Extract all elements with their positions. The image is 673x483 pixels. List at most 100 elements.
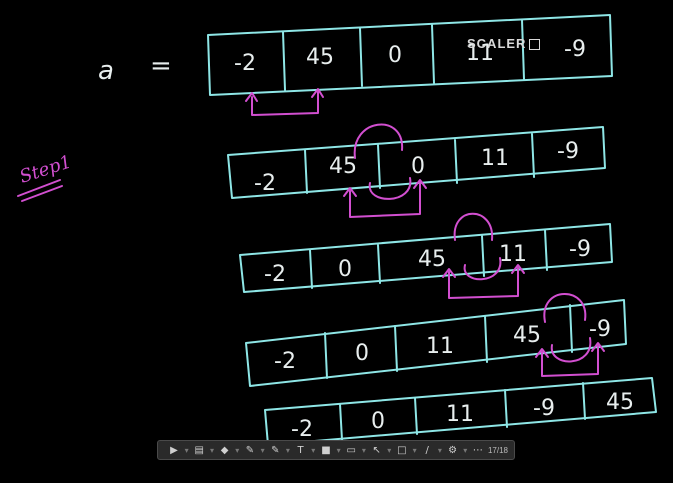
array-box [207, 14, 613, 96]
text-tool-button[interactable]: T [291, 442, 311, 458]
array-cell: 45 [306, 45, 334, 70]
dropdown-caret-icon[interactable]: ▾ [184, 445, 189, 455]
line-tool-button[interactable]: / [417, 442, 437, 458]
play-tool-button[interactable]: ▶ [164, 442, 184, 458]
dropdown-caret-icon[interactable]: ▾ [463, 445, 468, 455]
array-cell: 0 [338, 257, 352, 282]
dropdown-caret-icon[interactable]: ▾ [311, 445, 316, 455]
cell-divider [544, 229, 548, 271]
scaler-logo: SCALER [467, 36, 541, 51]
array-cell: 0 [371, 409, 385, 434]
array-cell: -9 [589, 317, 611, 342]
cell-divider [531, 133, 535, 178]
cell-divider [304, 149, 308, 194]
dropdown-caret-icon[interactable]: ▾ [361, 445, 366, 455]
swap-loop-row1 [353, 123, 404, 159]
array-row: -2 0 45 11 -9 [239, 223, 613, 293]
variable-label: a [98, 56, 114, 86]
shape-icon: ■ [321, 444, 331, 456]
swap-arrowhead-row3-left [535, 348, 549, 358]
array-row: -2 0 11 45 -9 [245, 299, 627, 387]
array-cell: -2 [291, 417, 313, 442]
cell-divider [521, 19, 525, 80]
equals-sign: = [150, 51, 172, 81]
pointer-tool-button[interactable]: ↖ [367, 442, 387, 458]
cell-divider [414, 397, 418, 435]
cell-divider [582, 382, 586, 420]
step-underline [17, 179, 63, 202]
cell-divider [377, 244, 381, 284]
rectangle-tool-button[interactable]: □ [392, 442, 412, 458]
array-cell: -9 [557, 139, 579, 164]
swap-arrows [245, 88, 605, 377]
array-cell: 45 [329, 154, 357, 179]
array-box [239, 223, 613, 293]
swap-bracket-row1 [349, 182, 421, 218]
swap-loop-row3 [543, 293, 587, 323]
dropdown-caret-icon[interactable]: ▾ [437, 445, 442, 455]
pen-icon: ✎ [245, 444, 255, 456]
pages-tool-button[interactable]: ▤ [189, 442, 209, 458]
array-cell: -2 [274, 349, 296, 374]
swap-arrowhead-row1-right [413, 179, 427, 189]
dropdown-caret-icon[interactable]: ▾ [260, 445, 265, 455]
page-indicator: 17/18 [487, 445, 508, 455]
highlighter-icon: ◆ [220, 444, 229, 456]
settings-tool-button[interactable]: ⚙ [443, 442, 463, 458]
cell-divider [454, 139, 458, 184]
more-tool-button[interactable]: ⋯ [468, 442, 488, 458]
cell-divider [504, 389, 508, 428]
cell-divider [484, 315, 488, 363]
dropdown-caret-icon[interactable]: ▾ [285, 445, 290, 455]
swap-loop-row2-b [463, 257, 502, 281]
drawing-toolbar: ▶ ▾ ▤ ▾ ◆ ▾ ✎ ▾ ✎ ▾ T ▾ ■ ▾ ▭ ▾ ↖ ▾ □ ▾ / ▾ ⚙ ▾ ⋯ 17/18 [157, 440, 515, 460]
array-row: -2 45 0 11 -9 [227, 126, 606, 199]
cell-divider [282, 31, 286, 91]
cell-divider [309, 249, 313, 289]
shape-tool-button[interactable]: ■ [316, 442, 336, 458]
cell-divider [339, 403, 343, 441]
step-label-group: Step1 [17, 151, 74, 187]
array-box [227, 126, 606, 199]
swap-bracket-row2 [448, 267, 519, 299]
array-cell: 11 [466, 41, 494, 66]
dropdown-caret-icon[interactable]: ▾ [235, 445, 240, 455]
highlighter-tool-button[interactable]: ◆ [215, 442, 235, 458]
pen-tool-button[interactable]: ✎ [240, 442, 260, 458]
array-cell: 0 [411, 154, 425, 179]
array-cell: -9 [569, 237, 591, 262]
dropdown-caret-icon[interactable]: ▾ [387, 445, 392, 455]
swap-arrowhead-row1-left [343, 187, 357, 197]
dropdown-caret-icon[interactable]: ▾ [412, 445, 417, 455]
swap-arrowhead-row2-right [511, 264, 525, 274]
dropdown-caret-icon[interactable]: ▾ [209, 445, 214, 455]
eraser-tool-button[interactable]: ▭ [341, 442, 361, 458]
array-cell: -9 [533, 396, 555, 421]
cell-divider [481, 235, 485, 277]
array-cell: -2 [264, 262, 286, 287]
cell-divider [569, 304, 573, 353]
swap-arrow-row0 [251, 91, 319, 116]
swap-bracket-row3 [541, 345, 599, 377]
cell-divider [431, 24, 435, 84]
array-cell: -2 [234, 51, 256, 76]
array-cell: 45 [513, 323, 541, 348]
swap-arrowhead-row2-left [442, 268, 456, 278]
dropdown-caret-icon[interactable]: ▾ [336, 445, 341, 455]
swap-arrowhead-row0-left [245, 92, 258, 102]
array-cell: 11 [481, 146, 509, 171]
swap-loop-row2 [453, 212, 494, 241]
swap-arrowhead-row3-right [591, 342, 605, 352]
array-cell: -9 [564, 37, 586, 62]
rectangle-icon: □ [397, 444, 407, 456]
cell-divider [324, 332, 328, 379]
array-cell: 11 [499, 242, 527, 267]
cell-divider [359, 27, 363, 87]
swap-loop-row3-b [550, 337, 592, 363]
marker-tool-button[interactable]: ✎ [265, 442, 285, 458]
more-icon: ⋯ [472, 444, 483, 456]
settings-icon: ⚙ [448, 444, 458, 456]
array-cell: 0 [388, 43, 402, 68]
scaler-logo-text: SCALER [467, 36, 527, 51]
eraser-icon: ▭ [346, 444, 356, 456]
